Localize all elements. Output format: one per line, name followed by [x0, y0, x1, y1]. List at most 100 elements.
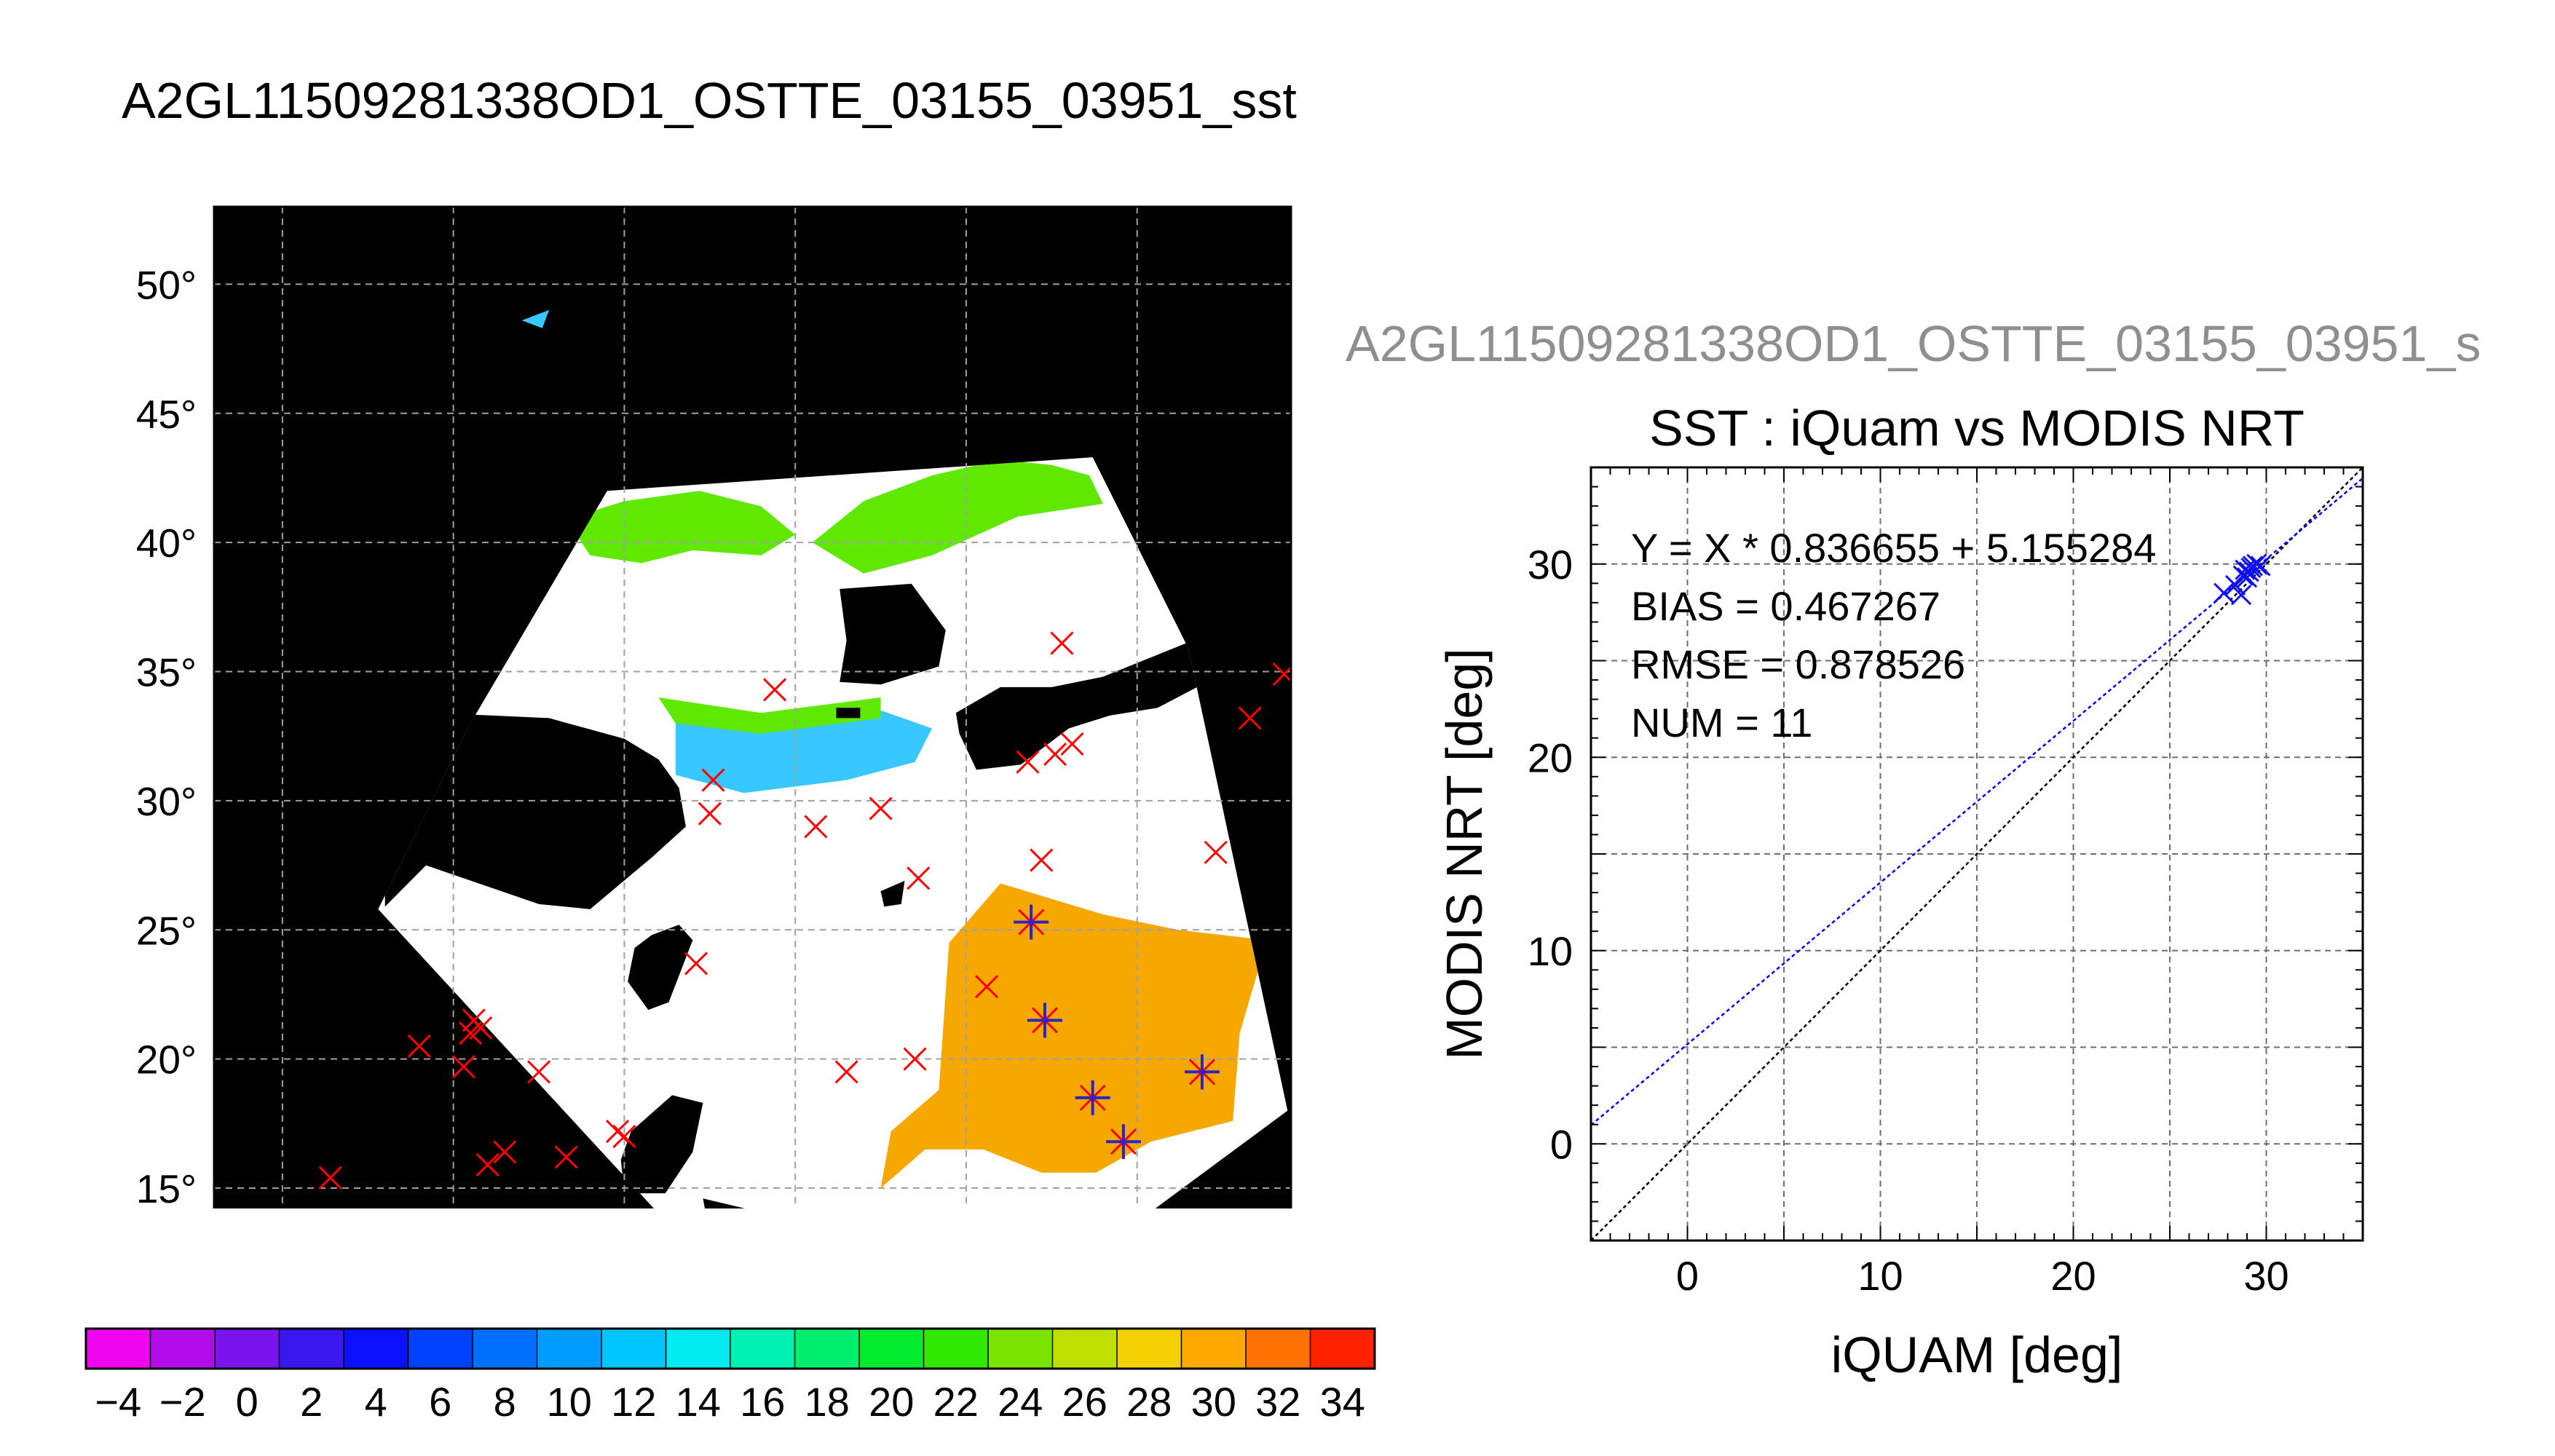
scatter-file-title: A2GL11509281338OD1_OSTTE_03155_03951_s — [1346, 315, 2481, 372]
buoy-cross-marker — [451, 1055, 475, 1079]
colorbar-swatch — [1181, 1329, 1247, 1369]
marker-stroke — [1060, 732, 1084, 756]
scatter-stat-annotation: BIAS = 0.467267 — [1631, 583, 1940, 629]
warm-sst-region — [880, 883, 1268, 1189]
colorbar-swatch — [1310, 1329, 1375, 1369]
marker-stroke — [1238, 706, 1262, 730]
buoy-cross-marker — [318, 1166, 342, 1190]
station-markers — [318, 631, 1291, 1190]
colorbar-swatch — [601, 1329, 667, 1369]
scatter-stat-annotation: Y = X * 0.836655 + 5.155284 — [1631, 525, 2156, 571]
colorbar-swatch — [923, 1329, 989, 1369]
colorbar-tick-label: 8 — [494, 1379, 516, 1425]
colorbar-swatch — [537, 1329, 602, 1369]
marker-stroke — [869, 796, 893, 820]
colorbar-tick-label: 20 — [869, 1379, 914, 1425]
colorbar-tick-label: −2 — [159, 1379, 206, 1425]
scatter-point — [2230, 585, 2252, 606]
buoy-cross-marker — [804, 815, 828, 839]
land-luzon-south — [703, 1198, 768, 1208]
scatter-xtick-label: 0 — [1676, 1253, 1699, 1299]
buoy-cross-marker — [554, 1145, 578, 1169]
identity-line — [1591, 467, 2363, 1241]
map-lat-tick-label: 30° — [136, 779, 197, 824]
colorbar-tick-label: 16 — [740, 1379, 785, 1425]
buoy-cross-marker — [469, 1016, 493, 1040]
marker-stroke — [1204, 840, 1228, 864]
marker-stroke — [907, 866, 931, 890]
buoy-cross-marker — [1060, 732, 1084, 756]
matched-star-marker — [1184, 1054, 1220, 1090]
marker-stroke — [2246, 553, 2267, 574]
colorbar-swatch — [344, 1329, 409, 1369]
colorbar-tick-label: 28 — [1126, 1379, 1172, 1425]
scatter-ytick-label: 0 — [1550, 1121, 1573, 1167]
colorbar-swatch — [86, 1329, 151, 1369]
green-sst-fringe — [658, 697, 881, 734]
scatter-point — [2242, 555, 2264, 577]
buoy-cross-marker — [407, 1034, 431, 1058]
marker-stroke — [2230, 585, 2252, 606]
marker-stroke — [804, 815, 828, 839]
marker-stroke — [701, 768, 725, 792]
marker-stroke — [698, 802, 722, 826]
scatter-grid — [1591, 467, 2363, 1241]
colorbar-swatch — [1246, 1329, 1311, 1369]
marker-stroke — [2242, 555, 2264, 577]
colorbar-tick-label: 14 — [676, 1379, 721, 1425]
colorbar-swatch — [859, 1329, 925, 1369]
scatter-point — [2214, 582, 2235, 604]
colorbar-tick-label: 30 — [1191, 1379, 1236, 1425]
colorbar-tick-label: 26 — [1062, 1379, 1107, 1425]
colorbar-tick-label: 34 — [1320, 1379, 1365, 1425]
land-taiwan — [628, 925, 693, 1010]
colorbar-tick-label: 32 — [1255, 1379, 1300, 1425]
marker-stroke — [451, 1055, 475, 1079]
cold-sst-patch-west — [566, 491, 796, 563]
marker-stroke — [526, 1060, 551, 1084]
land-luzon — [620, 1095, 703, 1194]
colorbar-tick-label: 10 — [547, 1379, 592, 1425]
colorbar-swatch — [215, 1329, 280, 1369]
colorbar-swatch — [279, 1329, 344, 1369]
marker-stroke — [2214, 582, 2235, 604]
marker-stroke — [834, 1060, 858, 1084]
marker-stroke — [1016, 750, 1040, 774]
colorbar-tick-label: 24 — [998, 1379, 1043, 1425]
buoy-cross-marker — [475, 1153, 499, 1177]
colorbar-swatch — [1052, 1329, 1118, 1369]
scatter-ytick-label: 10 — [1528, 928, 1573, 974]
matched-star-marker — [1027, 1002, 1062, 1038]
scatter-points — [2214, 553, 2271, 606]
map-lat-tick-label: 40° — [136, 521, 197, 566]
map-frame — [213, 205, 1292, 1208]
marker-stroke — [975, 975, 999, 999]
map-lat-tick-label: 20° — [136, 1037, 197, 1083]
scatter-frame — [1590, 466, 2364, 1242]
scatter-xtick-label: 10 — [1857, 1253, 1903, 1299]
buoy-cross-marker — [526, 1060, 551, 1084]
buoy-cross-marker — [698, 802, 722, 826]
colorbar-tick-label: 22 — [933, 1379, 979, 1425]
buoy-cross-marker — [1016, 750, 1040, 774]
map-lat-tick-label: 25° — [136, 908, 197, 953]
swath-sst-layer — [384, 459, 1268, 1208]
colorbar-tick-label: 2 — [300, 1379, 323, 1425]
land-mainland-china — [384, 713, 686, 909]
marker-stroke — [684, 951, 708, 976]
cold-sst-patch-east — [812, 459, 1103, 574]
marker-stroke — [2250, 555, 2271, 577]
colorbar-swatch — [730, 1329, 796, 1369]
sst-map: 110°115°120°125°130°135°15°20°25°30°35°4… — [136, 205, 1292, 1208]
buoy-cross-marker — [701, 768, 725, 792]
sst-colorbar: −4 −2 0 2 4 6 8 10 12 14 16 18 20 22 24 26 28 30 32 34 — [84, 1327, 1376, 1425]
scatter-stat-annotation: NUM = 11 — [1631, 700, 1812, 745]
marker-stroke — [1043, 743, 1067, 767]
scatter-xlabel: iQUAM [deg] — [1831, 1326, 2123, 1383]
map-lat-tick-label: 15° — [136, 1166, 197, 1208]
marker-stroke — [318, 1166, 342, 1190]
scatter-point — [2246, 553, 2267, 574]
buoy-cross-marker — [493, 1140, 517, 1164]
matched-star-marker — [1014, 904, 1049, 940]
